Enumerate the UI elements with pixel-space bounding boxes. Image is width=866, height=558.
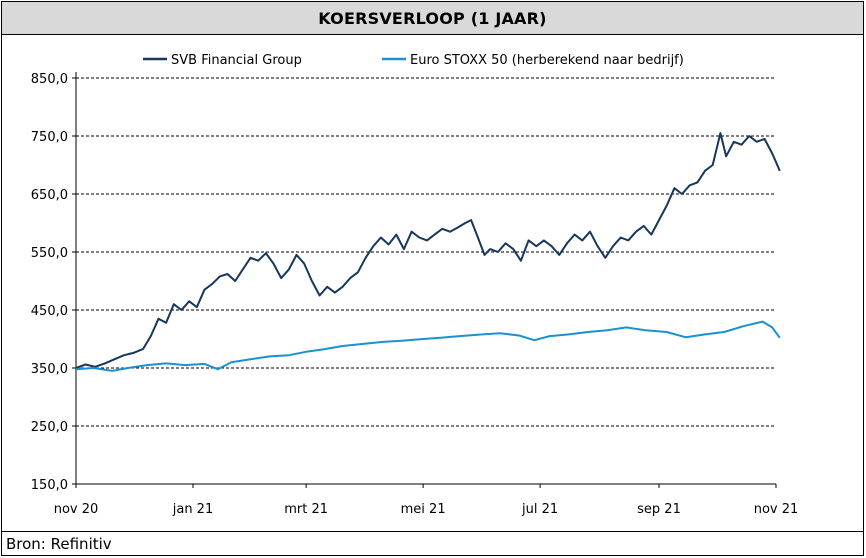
y-tick-label: 250,0 bbox=[31, 420, 68, 435]
legend-label-1: SVB Financial Group bbox=[171, 53, 302, 68]
x-tick-label: mrt 21 bbox=[284, 502, 328, 517]
y-tick-label: 550,0 bbox=[31, 246, 68, 261]
y-tick-label: 750,0 bbox=[31, 130, 68, 145]
x-tick-label: nov 20 bbox=[54, 502, 99, 517]
chart-title-bar: KOERSVERLOOP (1 JAAR) bbox=[2, 2, 863, 35]
y-tick-label: 450,0 bbox=[31, 304, 68, 319]
x-tick-label: jan 21 bbox=[172, 502, 214, 517]
y-tick-label: 350,0 bbox=[31, 362, 68, 377]
y-tick-label: 850,0 bbox=[31, 72, 68, 87]
series-line-2 bbox=[75, 320, 781, 372]
legend-label-2: Euro STOXX 50 (herberekend naar bedrijf) bbox=[410, 53, 684, 68]
x-tick-label: nov 21 bbox=[754, 502, 799, 517]
chart-title: KOERSVERLOOP (1 JAAR) bbox=[318, 8, 547, 28]
source-bar: Bron: Refinitiv bbox=[2, 531, 863, 555]
source-note: Bron: Refinitiv bbox=[6, 534, 112, 553]
y-tick-label: 650,0 bbox=[31, 188, 68, 203]
series-line-1 bbox=[75, 132, 781, 369]
y-tick-label: 150,0 bbox=[31, 478, 68, 493]
x-tick-label: jul 21 bbox=[521, 502, 558, 517]
x-tick-label: mei 21 bbox=[401, 502, 446, 517]
x-tick-label: sep 21 bbox=[637, 502, 681, 517]
